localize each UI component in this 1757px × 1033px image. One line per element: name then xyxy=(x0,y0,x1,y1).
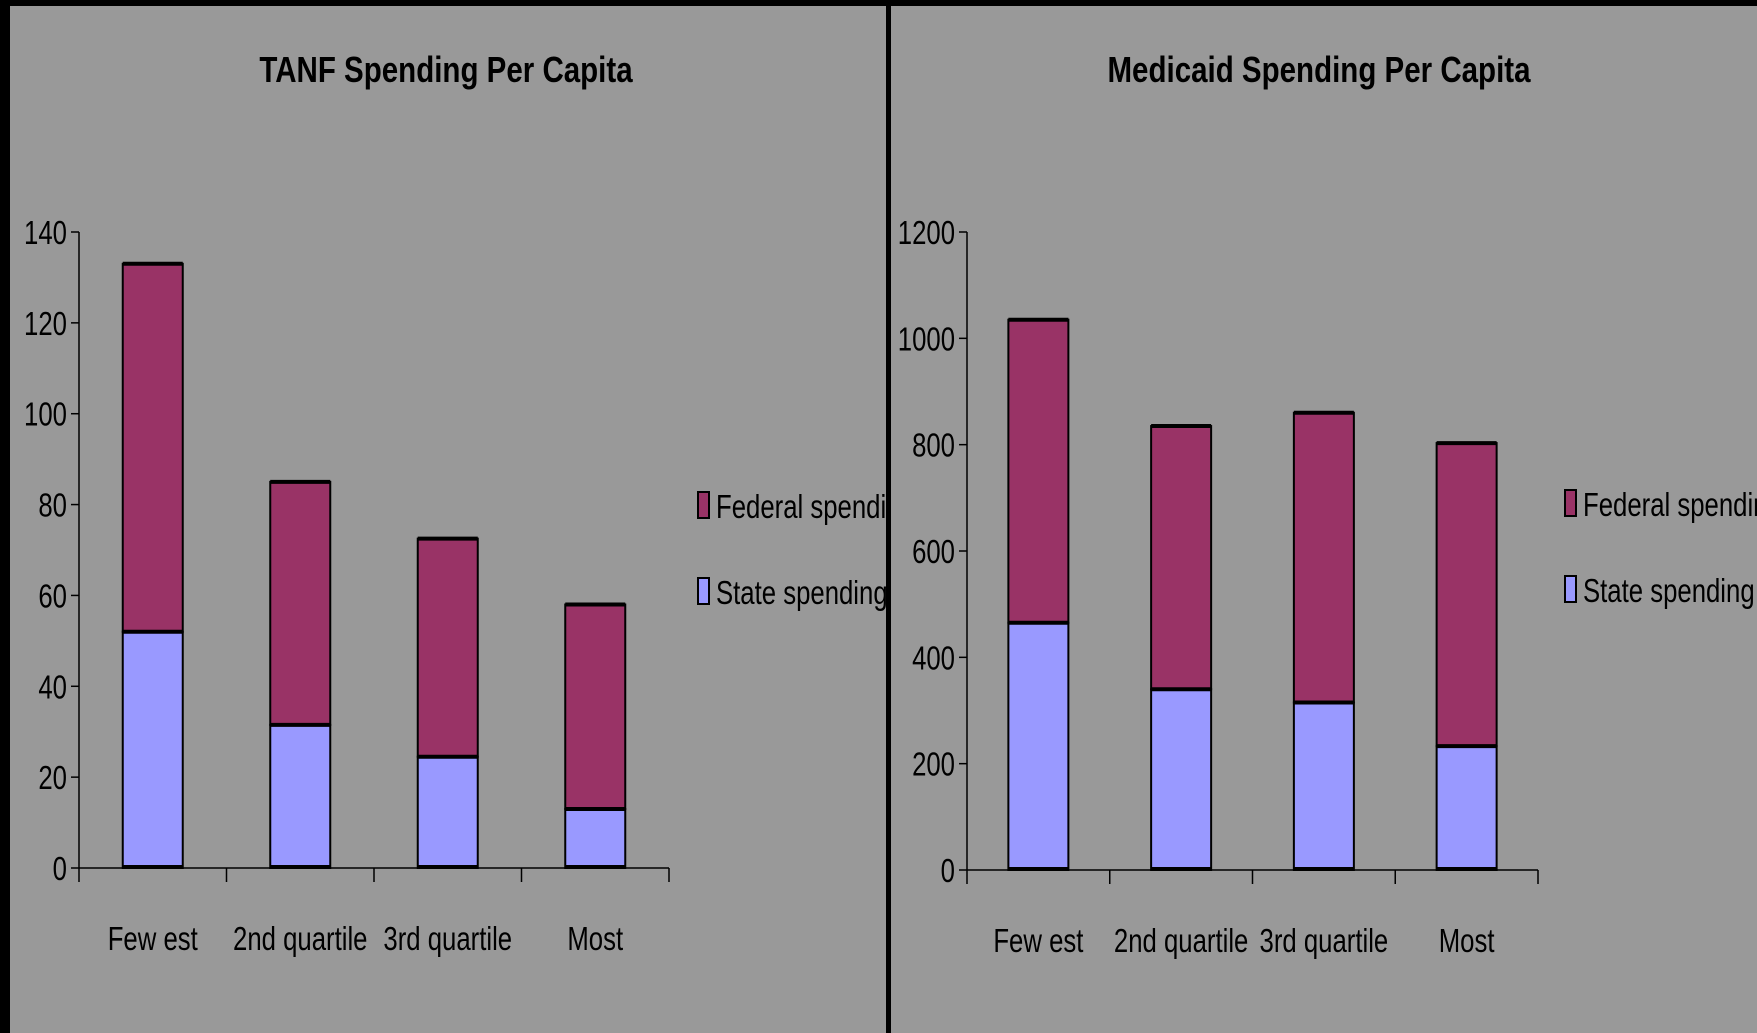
state-spending-bar xyxy=(1007,621,1070,872)
x-tick-label: 3rd quartile xyxy=(1260,923,1389,960)
state-spending-bar xyxy=(1292,701,1355,872)
federal-spending-bar xyxy=(1007,318,1070,624)
state-spending-bar xyxy=(1150,688,1213,871)
x-tick-label: Most xyxy=(1439,923,1495,960)
tanf-chart-panel: TANF Spending Per Capita Few est 2nd quart… xyxy=(10,6,886,1033)
y-tick-label: 20 xyxy=(38,760,67,797)
y-tick-label: 800 xyxy=(912,428,955,465)
y-tick-label: 0 xyxy=(941,853,955,890)
legend-swatch-federal xyxy=(1564,489,1577,517)
y-tick-label: 1200 xyxy=(898,215,955,252)
tanf-chart: TANF Spending Per Capita Few est 2nd quart… xyxy=(24,49,886,958)
federal-spending-bar xyxy=(416,537,479,758)
medicaid-chart: Medicaid Spending Per Capita Few est 2nd q… xyxy=(898,49,1757,960)
x-tick-label: Few est xyxy=(108,921,198,958)
legend-label-state: State spending xyxy=(716,575,886,612)
state-spending-bar xyxy=(121,630,184,869)
federal-spending-bar xyxy=(121,262,184,633)
y-tick-label: 140 xyxy=(24,215,67,252)
y-tick-label: 1000 xyxy=(898,321,955,358)
state-spending-bar xyxy=(269,723,332,870)
y-tick-label: 0 xyxy=(53,851,67,888)
x-tick-label: 3rd quartile xyxy=(383,921,512,958)
federal-spending-bar xyxy=(269,480,332,726)
state-spending-bar xyxy=(564,807,627,870)
y-tick-label: 100 xyxy=(24,397,67,434)
x-tick-label: 2nd quartile xyxy=(1114,923,1248,960)
federal-spending-bar xyxy=(1435,442,1498,748)
y-tick-label: 80 xyxy=(38,488,67,525)
state-spending-bar xyxy=(1435,745,1498,871)
chart-title: TANF Spending Per Capita xyxy=(259,49,633,89)
y-tick-label: 200 xyxy=(912,747,955,784)
legend-label-federal: Federal spending xyxy=(1583,487,1757,524)
x-tick-label: Few est xyxy=(993,923,1083,960)
x-tick-label: Most xyxy=(567,921,623,958)
y-tick-label: 40 xyxy=(38,669,67,706)
legend-label-state: State spending xyxy=(1583,573,1755,610)
federal-spending-bar xyxy=(1150,425,1213,691)
chart-title: Medicaid Spending Per Capita xyxy=(1107,49,1531,89)
legend-label-federal: Federal spending xyxy=(716,489,886,526)
y-tick-label: 120 xyxy=(24,306,67,343)
legend-swatch-federal xyxy=(697,491,710,519)
legend-swatch-state xyxy=(697,577,710,605)
y-tick-label: 400 xyxy=(912,640,955,677)
state-spending-bar xyxy=(416,755,479,870)
federal-spending-bar xyxy=(1292,411,1355,704)
medicaid-chart-panel: Medicaid Spending Per Capita Few est 2nd q… xyxy=(891,6,1757,1033)
y-tick-label: 60 xyxy=(38,578,67,615)
x-tick-label: 2nd quartile xyxy=(233,921,367,958)
federal-spending-bar xyxy=(564,603,627,810)
legend-swatch-state xyxy=(1564,575,1577,603)
y-tick-label: 600 xyxy=(912,534,955,571)
